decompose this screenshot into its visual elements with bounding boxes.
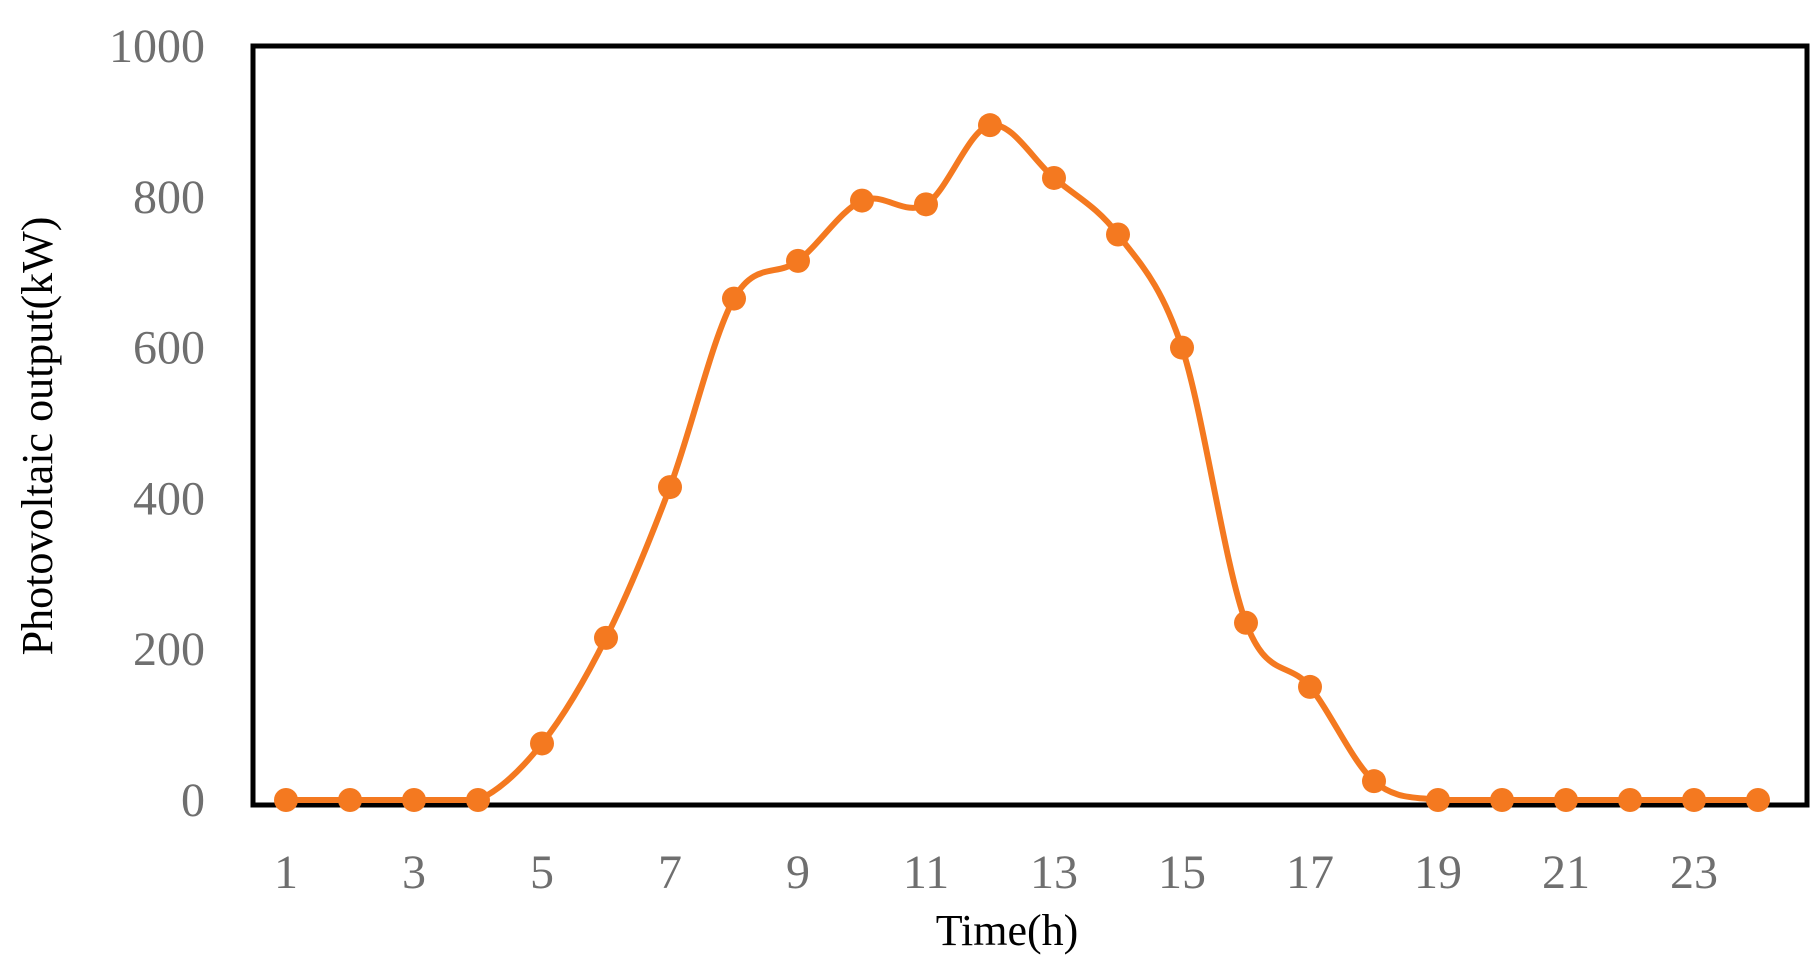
data-point-marker [1298,674,1322,699]
y-tick-label: 200 [133,623,205,676]
data-point-marker [1170,335,1194,360]
data-point-marker [274,788,298,812]
plot-area-frame [250,43,1810,808]
data-point-marker [594,625,618,650]
y-axis-tick-labels: 0 200 400 600 800 1000 [109,20,205,827]
data-point-marker [850,188,874,213]
data-point-marker [338,788,362,812]
data-point-marker [978,113,1002,138]
y-tick-label: 1000 [109,20,205,73]
y-tick-label: 800 [133,171,205,224]
data-point-marker [1682,788,1706,812]
x-tick-label: 15 [1158,846,1206,899]
data-point-marker [1746,788,1770,812]
x-tick-label: 1 [274,846,298,899]
y-axis-title: Photovoltaic output(kW) [13,217,62,656]
data-point-marker [466,788,490,812]
x-tick-label: 21 [1542,846,1590,899]
x-axis-tick-labels: 1 3 5 7 9 11 13 15 17 19 21 23 [274,846,1718,899]
x-tick-label: 11 [903,846,949,899]
data-point-marker [658,475,682,500]
x-tick-label: 19 [1414,846,1462,899]
y-tick-label: 600 [133,322,205,375]
x-tick-label: 23 [1670,846,1718,899]
data-point-marker [1362,769,1386,794]
data-point-marker [914,192,938,217]
data-point-marker [1234,610,1258,635]
x-axis-title: Time(h) [936,906,1079,955]
x-tick-label: 7 [658,846,682,899]
data-point-marker [1618,788,1642,812]
data-point-marker [1042,165,1066,190]
series-line [283,122,1761,803]
data-point-marker [1490,788,1514,812]
x-tick-label: 3 [402,846,426,899]
data-point-marker [786,248,810,273]
data-point-marker [402,788,426,812]
data-point-marker [722,286,746,311]
x-tick-label: 13 [1030,846,1078,899]
series-layer [274,113,1770,812]
data-point-marker [1554,788,1578,812]
data-point-marker [530,731,554,756]
y-tick-label: 0 [181,774,205,827]
y-tick-label: 400 [133,472,205,525]
x-tick-label: 9 [786,846,810,899]
x-tick-label: 5 [530,846,554,899]
x-tick-label: 17 [1286,846,1334,899]
data-point-marker [1426,788,1450,812]
data-point-marker [1106,222,1130,247]
